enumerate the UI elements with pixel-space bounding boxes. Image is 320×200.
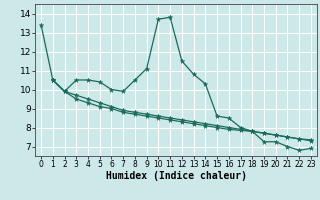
X-axis label: Humidex (Indice chaleur): Humidex (Indice chaleur) (106, 171, 246, 181)
